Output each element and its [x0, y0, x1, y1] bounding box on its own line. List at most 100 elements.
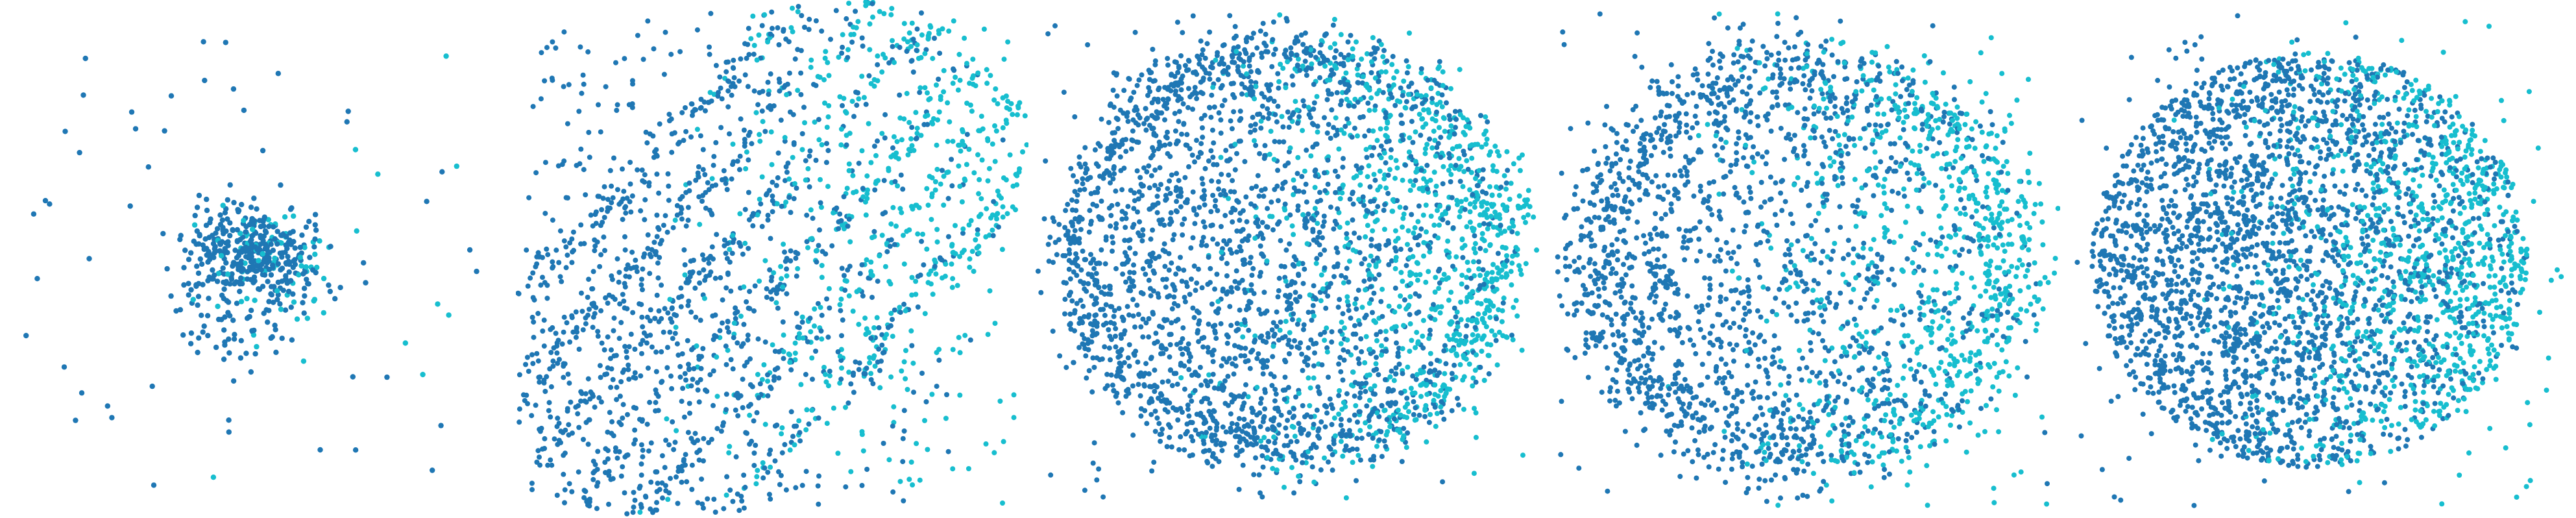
scatter-point	[1147, 263, 1153, 269]
scatter-point	[1417, 272, 1423, 277]
scatter-point	[1370, 310, 1375, 315]
scatter-point	[638, 442, 644, 448]
scatter-point	[1143, 271, 1148, 277]
scatter-point	[809, 407, 815, 413]
scatter-point	[1508, 269, 1514, 275]
scatter-point	[813, 248, 819, 254]
scatter-point	[800, 335, 806, 341]
scatter-point	[791, 196, 797, 201]
scatter-point	[1344, 236, 1350, 241]
scatter-point	[882, 112, 888, 117]
scatter-point	[957, 392, 963, 398]
scatter-point	[1190, 106, 1195, 112]
scatter-point	[271, 224, 276, 230]
scatter-point	[901, 428, 907, 434]
scatter-point	[962, 332, 968, 338]
scatter-point	[975, 227, 980, 233]
scatter-point	[1314, 93, 1320, 99]
scatter-point	[1203, 378, 1209, 384]
scatter-point	[1135, 359, 1141, 365]
scatter-point	[1115, 400, 1121, 406]
scatter-point	[917, 85, 923, 91]
scatter-point	[609, 347, 614, 353]
scatter-point	[285, 254, 291, 260]
scatter-point	[1473, 379, 1479, 385]
scatter-point	[930, 291, 936, 297]
scatter-point	[882, 335, 888, 341]
scatter-point	[714, 232, 720, 238]
scatter-point	[162, 128, 167, 134]
scatter-point	[859, 73, 865, 79]
scatter-point	[1243, 345, 1248, 351]
scatter-point	[1149, 113, 1155, 119]
scatter-point	[1280, 124, 1286, 130]
scatter-point	[205, 278, 211, 284]
scatter-point	[693, 314, 699, 320]
scatter-plot-1	[23, 39, 480, 488]
scatter-point	[696, 354, 702, 359]
scatter-point	[1490, 277, 1496, 283]
scatter-point	[655, 480, 661, 486]
scatter-point	[1283, 425, 1289, 431]
scatter-point	[1394, 165, 1400, 171]
scatter-point	[1488, 149, 1494, 154]
scatter-point	[1291, 453, 1296, 459]
scatter-point	[633, 405, 639, 411]
scatter-point	[578, 222, 584, 228]
scatter-point	[186, 256, 192, 262]
scatter-point	[1179, 278, 1185, 284]
scatter-point	[665, 310, 671, 316]
scatter-point	[688, 436, 694, 441]
scatter-point	[934, 82, 939, 88]
scatter-point	[1094, 477, 1100, 483]
scatter-point	[1357, 250, 1363, 256]
scatter-point	[1132, 198, 1137, 204]
scatter-point	[1194, 212, 1200, 217]
scatter-point	[727, 131, 732, 137]
scatter-point	[620, 196, 626, 202]
scatter-point	[837, 211, 843, 217]
scatter-point	[918, 132, 924, 138]
scatter-point	[863, 3, 869, 8]
scatter-point	[1260, 21, 1266, 27]
scatter-point	[755, 371, 760, 377]
scatter-point	[773, 300, 779, 306]
scatter-point	[206, 295, 212, 301]
scatter-point	[1355, 419, 1360, 425]
scatter-point	[1426, 419, 1432, 425]
scatter-point	[670, 336, 675, 341]
scatter-point	[1484, 215, 1490, 220]
scatter-point	[659, 378, 665, 384]
scatter-point	[790, 5, 795, 11]
scatter-point	[1131, 262, 1136, 268]
scatter-point	[1332, 433, 1338, 439]
scatter-point	[764, 372, 770, 378]
scatter-point	[1401, 426, 1407, 432]
scatter-point	[1194, 280, 1200, 286]
scatter-point	[1298, 340, 1304, 346]
scatter-point	[274, 228, 280, 234]
scatter-point	[995, 101, 1001, 106]
scatter-point	[550, 358, 556, 364]
scatter-point	[1442, 343, 1448, 349]
scatter-point	[960, 138, 966, 144]
scatter-point	[871, 228, 877, 234]
scatter-point	[590, 325, 596, 330]
scatter-point	[1499, 274, 1505, 280]
scatter-point	[718, 428, 724, 434]
scatter-point	[1180, 101, 1186, 106]
scatter-point	[903, 308, 908, 314]
scatter-point	[624, 266, 629, 272]
scatter-point	[803, 427, 809, 433]
scatter-point	[1020, 149, 1025, 154]
scatter-point	[590, 269, 596, 275]
scatter-point	[793, 485, 799, 491]
scatter-point	[544, 246, 550, 252]
scatter-point	[454, 163, 459, 169]
scatter-point	[722, 243, 727, 249]
scatter-point	[622, 343, 628, 349]
scatter-point	[611, 328, 616, 334]
scatter-point	[1406, 409, 1411, 415]
scatter-point	[766, 105, 771, 110]
scatter-point	[1214, 425, 1220, 430]
